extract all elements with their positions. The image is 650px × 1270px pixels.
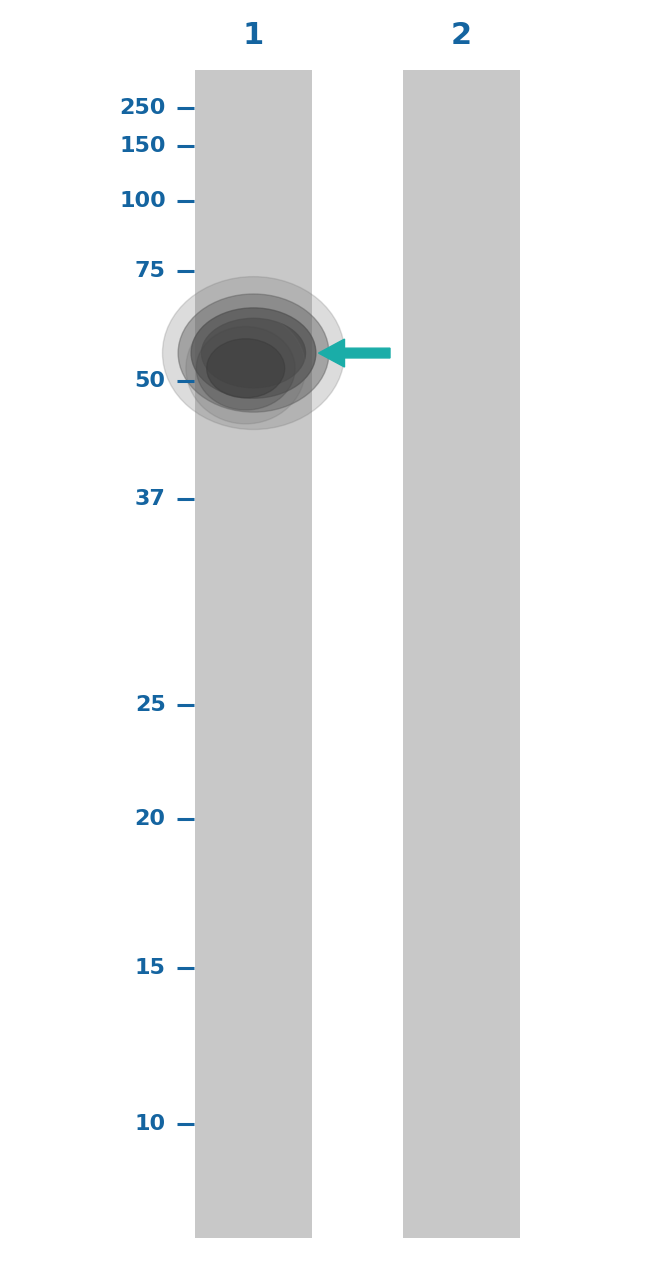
Text: 100: 100 [119, 190, 166, 211]
Text: 10: 10 [135, 1114, 166, 1134]
Text: 1: 1 [243, 22, 264, 50]
Ellipse shape [191, 307, 316, 399]
Ellipse shape [162, 277, 344, 429]
Text: 37: 37 [135, 489, 166, 509]
Bar [403, 70, 520, 1238]
Ellipse shape [196, 326, 295, 410]
Ellipse shape [178, 293, 329, 413]
Text: 75: 75 [135, 260, 166, 281]
Text: 25: 25 [135, 695, 166, 715]
Text: 2: 2 [451, 22, 472, 50]
Text: 20: 20 [135, 809, 166, 829]
Text: 250: 250 [120, 98, 166, 118]
Ellipse shape [207, 339, 285, 398]
Ellipse shape [186, 312, 306, 424]
Bar [195, 70, 312, 1238]
Text: 15: 15 [135, 958, 166, 978]
Text: 50: 50 [135, 371, 166, 391]
Ellipse shape [202, 319, 306, 387]
Text: 150: 150 [119, 136, 166, 156]
FancyArrow shape [318, 339, 390, 367]
